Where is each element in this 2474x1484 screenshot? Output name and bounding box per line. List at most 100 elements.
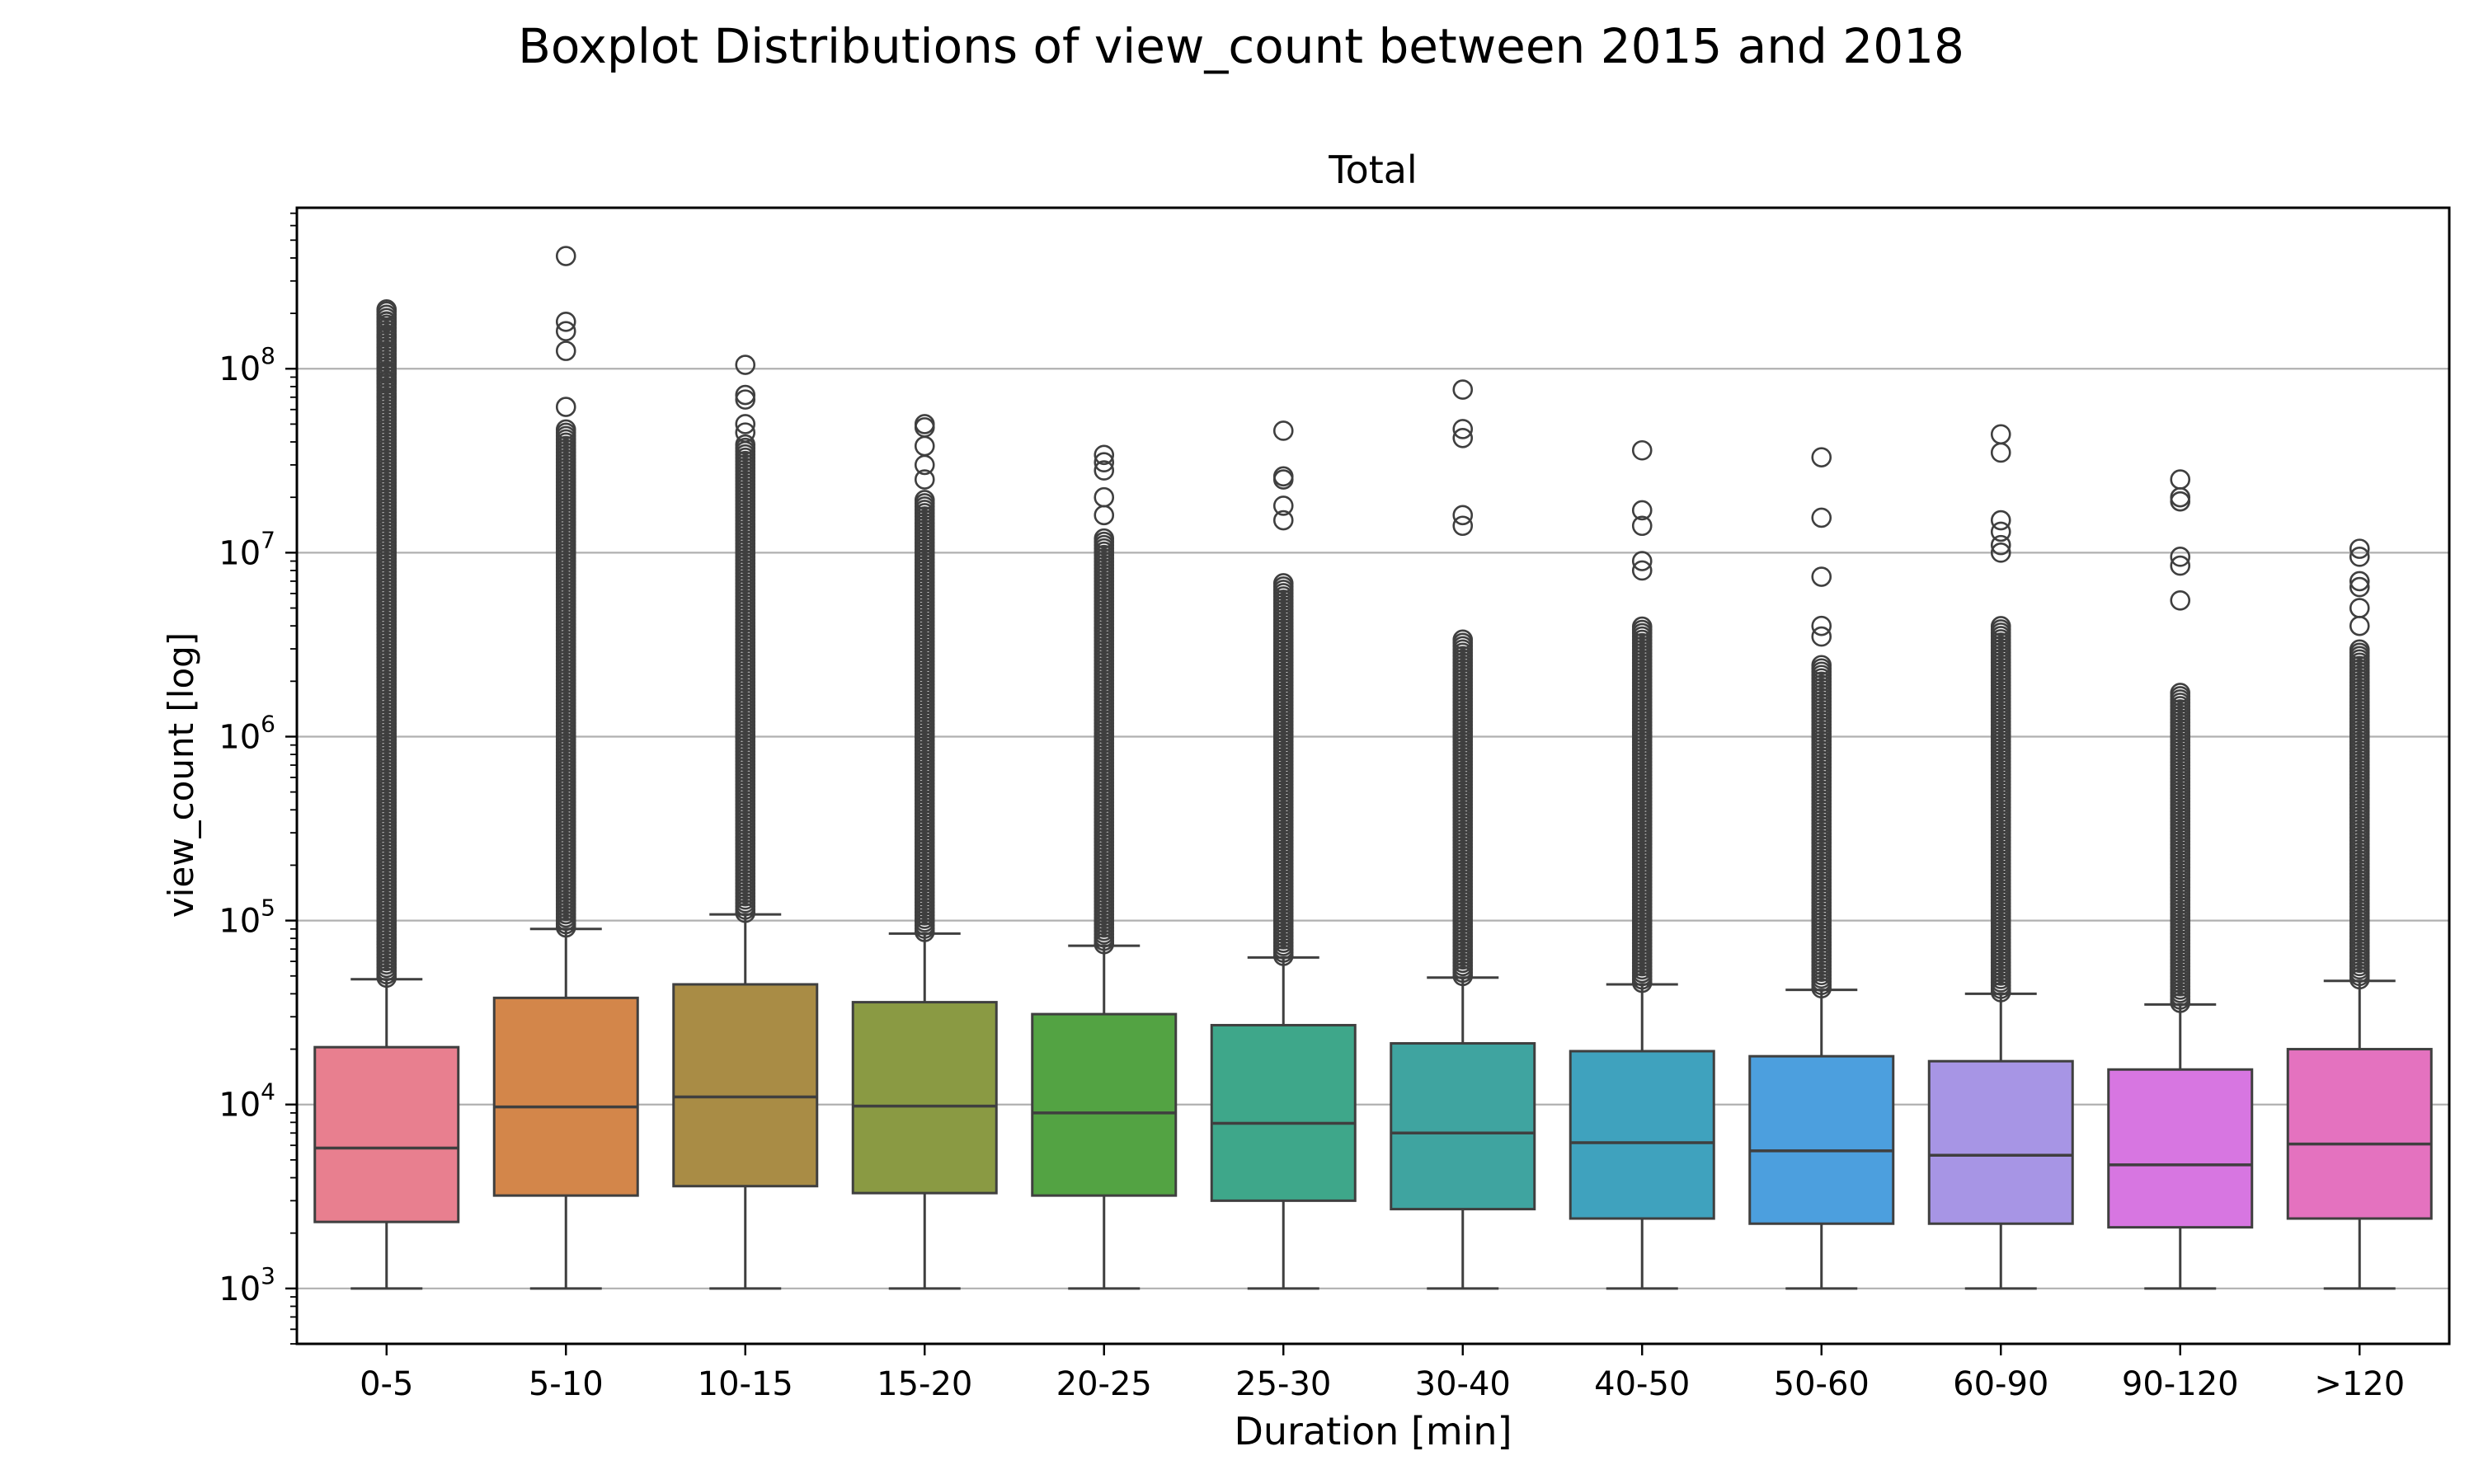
box-10	[2107, 1003, 2254, 1290]
outlier-point	[1452, 419, 1474, 439]
outlier-point	[376, 326, 397, 347]
outlier-point	[2170, 555, 2191, 576]
outlier-point	[376, 362, 397, 383]
outlier-point	[2349, 576, 2370, 598]
iqr-box	[1927, 1059, 2074, 1225]
outlier-point	[555, 419, 576, 440]
outlier-point	[1094, 528, 1115, 549]
outlier-point	[735, 422, 756, 443]
outlier-point	[1631, 560, 1653, 581]
box-5	[1210, 956, 1357, 1290]
outlier-point	[555, 246, 576, 266]
figure-suptitle: Boxplot Distributions of view_count betw…	[518, 18, 1964, 74]
outlier-point	[1272, 510, 1294, 531]
y-tick-label-base: 10	[219, 1087, 261, 1125]
outliers-6	[1452, 379, 1474, 987]
outlier-point	[1452, 505, 1474, 526]
outlier-point	[1452, 629, 1474, 650]
outlier-point	[376, 311, 397, 332]
outlier-point	[555, 321, 576, 341]
x-tick-label-10: 90-120	[2122, 1365, 2239, 1403]
box-11	[2286, 979, 2433, 1290]
outlier-point	[735, 414, 756, 434]
outlier-point	[1094, 460, 1115, 481]
outlier-point	[1990, 510, 2011, 531]
outlier-point	[914, 454, 935, 476]
outlier-point	[376, 387, 397, 408]
outlier-point	[1631, 500, 1653, 521]
y-tick-label-exponent: 7	[261, 526, 275, 553]
outlier-point	[1990, 616, 2011, 636]
box-3	[851, 932, 998, 1290]
outlier-point	[1811, 615, 1832, 636]
outlier-point	[1452, 515, 1474, 537]
y-tick-label-base: 10	[219, 903, 261, 941]
outlier-point	[1990, 534, 2011, 556]
iqr-box	[1569, 1050, 1715, 1220]
outlier-point	[555, 311, 576, 332]
outlier-point	[2170, 683, 2191, 703]
iqr-box	[1748, 1054, 1895, 1225]
outliers-2	[735, 355, 756, 923]
outlier-point	[1272, 495, 1294, 516]
x-tick-label-9: 60-90	[1953, 1365, 2048, 1403]
outlier-point	[1990, 521, 2011, 542]
outlier-point	[735, 389, 756, 410]
outlier-point	[1811, 447, 1832, 467]
iqr-box	[492, 996, 639, 1197]
y-tick-label-base: 10	[219, 350, 261, 388]
box-9	[1927, 992, 2074, 1290]
outlier-point	[376, 350, 397, 372]
x-tick-label-0: 0-5	[360, 1365, 413, 1403]
y-tick-label-3: 103	[219, 1262, 275, 1308]
iqr-box	[2286, 1048, 2433, 1220]
outliers-0	[376, 299, 397, 989]
outlier-point	[2349, 639, 2370, 660]
outlier-point	[2170, 547, 2191, 567]
y-tick-label-exponent: 4	[261, 1078, 275, 1106]
x-tick-label-3: 15-20	[877, 1365, 972, 1403]
x-tick-label-7: 40-50	[1594, 1365, 1690, 1403]
outlier-point	[2349, 547, 2370, 567]
outliers-10	[2170, 469, 2191, 1013]
outlier-point	[914, 469, 935, 490]
outlier-point	[1990, 442, 2011, 463]
outlier-point	[1990, 542, 2011, 563]
outlier-point	[1631, 551, 1653, 571]
y-tick-label-7: 107	[219, 526, 275, 572]
iqr-box	[851, 1001, 998, 1195]
iqr-box	[313, 1045, 460, 1223]
y-tick-label-4: 104	[219, 1078, 275, 1125]
outlier-point	[735, 384, 756, 406]
outlier-point	[1631, 439, 1653, 461]
outliers-11	[2349, 538, 2370, 990]
x-tick-label-5: 25-30	[1235, 1365, 1331, 1403]
outlier-point	[2349, 615, 2370, 636]
outlier-point	[1811, 566, 1832, 587]
y-tick-label-exponent: 6	[261, 710, 275, 737]
box-8	[1748, 989, 1895, 1290]
plot-frame	[295, 206, 2451, 1345]
outlier-point	[1094, 444, 1115, 466]
x-tick-label-4: 20-25	[1056, 1365, 1152, 1403]
outliers-1	[555, 246, 576, 938]
chart-title: Total	[1328, 148, 1417, 192]
iqr-box	[2107, 1068, 2254, 1229]
iqr-box	[1210, 1023, 1357, 1202]
iqr-box	[1031, 1012, 1178, 1197]
outlier-point	[1272, 573, 1294, 594]
x-tick-label-2: 10-15	[698, 1365, 793, 1403]
outlier-point	[1631, 616, 1653, 637]
box-6	[1390, 976, 1536, 1290]
y-tick-label-base: 10	[219, 534, 261, 572]
outlier-point	[555, 397, 576, 417]
outlier-point	[735, 434, 756, 455]
outlier-point	[1452, 379, 1474, 400]
x-tick-label-6: 30-40	[1415, 1365, 1511, 1403]
grid-lines	[297, 368, 2449, 1289]
outliers-8	[1811, 447, 1832, 999]
box-7	[1569, 983, 1715, 1290]
